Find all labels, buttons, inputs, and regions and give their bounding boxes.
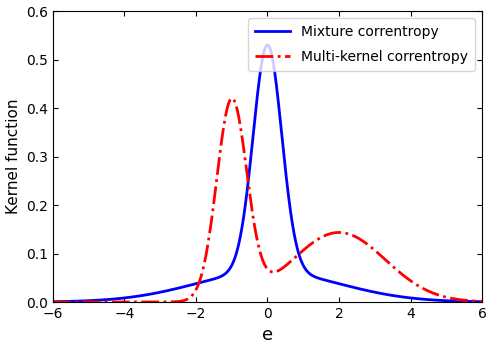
Multi-kernel correntropy xyxy=(479,299,485,303)
X-axis label: e: e xyxy=(262,327,273,344)
Line: Multi-kernel correntropy: Multi-kernel correntropy xyxy=(53,98,482,302)
Mixture correntropy xyxy=(99,298,105,302)
Multi-kernel correntropy xyxy=(215,171,220,175)
Mixture correntropy xyxy=(124,295,130,300)
Y-axis label: Kernel function: Kernel function xyxy=(5,99,21,214)
Multi-kernel correntropy xyxy=(99,300,105,304)
Multi-kernel correntropy xyxy=(425,289,430,293)
Mixture correntropy xyxy=(233,252,239,256)
Mixture correntropy xyxy=(50,300,56,304)
Mixture correntropy xyxy=(471,300,477,304)
Multi-kernel correntropy xyxy=(233,104,239,108)
Multi-kernel correntropy xyxy=(229,96,235,100)
Mixture correntropy xyxy=(425,298,430,302)
Multi-kernel correntropy xyxy=(50,300,56,304)
Mixture correntropy xyxy=(215,276,220,280)
Multi-kernel correntropy xyxy=(124,300,130,304)
Mixture correntropy xyxy=(265,43,271,47)
Legend: Mixture correntropy, Multi-kernel correntropy: Mixture correntropy, Multi-kernel corren… xyxy=(248,18,475,71)
Multi-kernel correntropy xyxy=(471,299,477,303)
Line: Mixture correntropy: Mixture correntropy xyxy=(53,45,482,302)
Mixture correntropy xyxy=(479,300,485,304)
